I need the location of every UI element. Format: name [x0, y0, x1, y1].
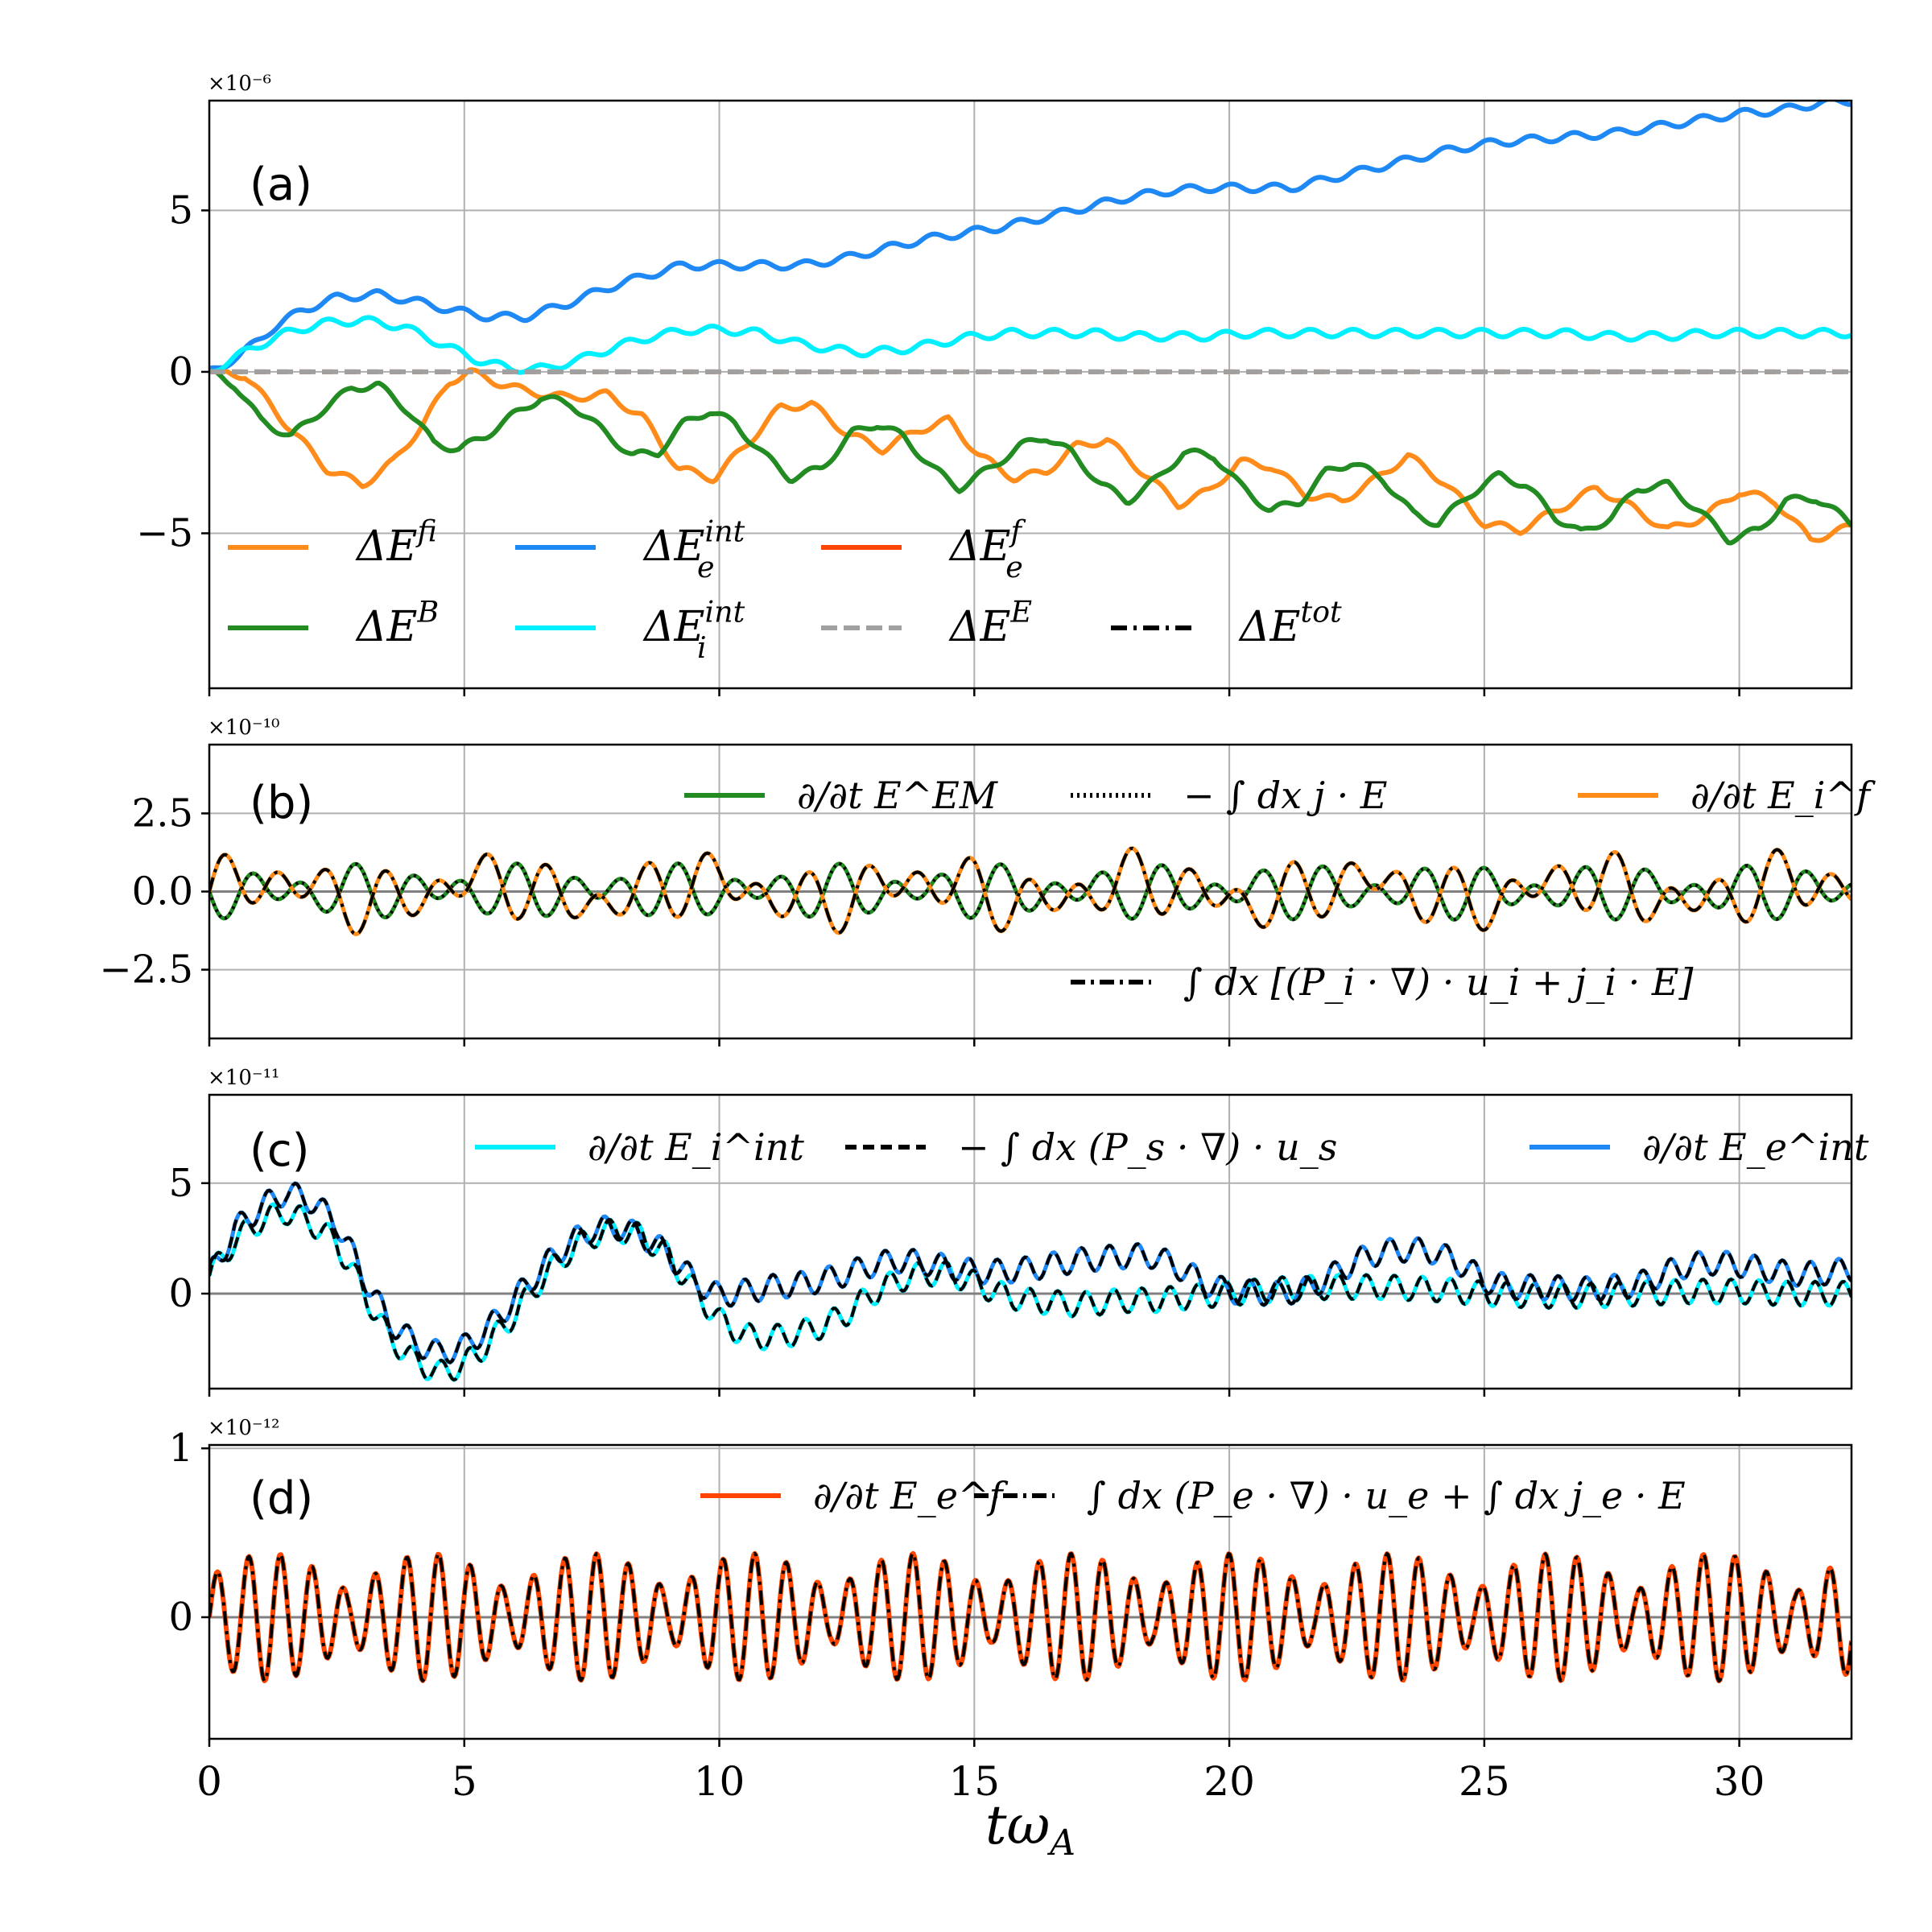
axes-frame-c — [208, 1093, 1853, 1390]
xtick-label-0: 0 — [196, 1758, 222, 1805]
xtick-label-1: 5 — [452, 1758, 477, 1805]
yticks-a: 5 0 −5 — [136, 188, 209, 555]
panel-a: 50−5 ×10⁻⁶ (a) ΔEfiΔEinteΔEfeΔEBΔEintiΔE… — [136, 72, 1853, 696]
legend-c: ∂/∂t E_i^int − ∫ dx (P_s · ∇) · u_s ∂/∂t E… — [475, 1125, 1869, 1169]
series-c-black-0 — [209, 1203, 1852, 1382]
series-d — [209, 1550, 1852, 1684]
xtick-label-5: 25 — [1459, 1758, 1510, 1805]
xtick-label-2: 10 — [694, 1758, 745, 1805]
panel-label-d: (d) — [250, 1472, 313, 1525]
legend-d: ∂/∂t E_e^f ∫ dx (P_e · ∇) · u_e + ∫ dx j_… — [700, 1474, 1686, 1517]
yticks-c: 50 — [168, 1161, 209, 1316]
legend-b-label-2: ∂/∂t E_i^f — [1690, 774, 1876, 817]
series-a-1 — [209, 366, 1852, 546]
ytick-label-c-0: 5 — [168, 1161, 193, 1206]
xtick-label-4: 20 — [1203, 1758, 1255, 1805]
panel-label-a: (a) — [250, 159, 312, 211]
offset-label-b: ×10⁻¹⁰ — [208, 716, 279, 740]
legend-b-label-0: ∂/∂t E^EM — [797, 774, 999, 817]
ytick-label-a-0: 5 — [168, 188, 193, 233]
xtick-label-3: 15 — [948, 1758, 1000, 1805]
series-c — [209, 1181, 1852, 1382]
series-a-2 — [209, 101, 1852, 371]
ytick-label-c-1: 0 — [168, 1271, 193, 1316]
ytick-label-a-2: −5 — [136, 510, 193, 555]
legend-c-label-0: ∂/∂t E_i^int — [588, 1125, 804, 1169]
ytick-label-b-2: −2.5 — [99, 947, 193, 993]
offset-label-a: ×10⁻⁶ — [208, 72, 271, 96]
legend-b-label-3: ∫ dx [(P_i · ∇) · u_i + j_i · E] — [1183, 960, 1693, 1004]
panel-d: 10 0 5 10 15 20 25 30 ×10⁻¹² (d) ∂/∂t E_e^f ∫ d… — [168, 1416, 1853, 1805]
ytick-label-a-1: 0 — [168, 349, 193, 394]
legend-a-label-4: ΔEint i — [642, 595, 745, 665]
panel-label-c: (c) — [250, 1125, 309, 1177]
xticks-d: 0 5 10 15 20 25 30 — [196, 1758, 1765, 1805]
series-a — [209, 101, 1852, 546]
series-c-black-1 — [209, 1182, 1852, 1364]
series-b-3 — [209, 846, 1852, 936]
offset-label-c: ×10⁻¹¹ — [208, 1066, 279, 1090]
legend-a-label-0: ΔEfi — [355, 514, 437, 571]
x-axis-label: tωA — [985, 1794, 1075, 1864]
ytick-label-b-1: 0.0 — [132, 869, 193, 914]
series-b — [209, 846, 1852, 936]
legend-a-label-6: ΔEtot — [1238, 595, 1342, 651]
series-d-1 — [209, 1551, 1852, 1683]
axes-frame-a — [208, 99, 1853, 690]
ytick-label-d-0: 1 — [168, 1426, 193, 1471]
legend-c-label-1: − ∫ dx (P_s · ∇) · u_s — [958, 1125, 1337, 1169]
yticks-b: 2.5 0.0 −2.5 — [99, 791, 209, 993]
legend-b: ∂/∂t E^EM − ∫ dx j · E ∂/∂t E_i^f ∫ dx [(P_… — [684, 774, 1876, 1004]
yticks-d: 10 — [168, 1426, 209, 1640]
ytick-label-d-1: 0 — [168, 1595, 193, 1640]
panel-c: 50 ×10⁻¹¹ (c) ∂/∂t E_i^int − ∫ dx (P_s · … — [168, 1066, 1869, 1397]
legend-c-label-2: ∂/∂t E_e^int — [1642, 1125, 1869, 1169]
series-a-3 — [209, 315, 1852, 375]
series-a-0 — [209, 366, 1852, 543]
legend-a-label-1: ΔEint e — [642, 514, 745, 584]
axes-frame-d — [208, 1443, 1853, 1740]
legend-a-label-5: ΔEE — [948, 595, 1032, 651]
offset-label-d: ×10⁻¹² — [208, 1416, 279, 1440]
legend-a: ΔEfiΔEinteΔEfeΔEBΔEintiΔEEΔEtot — [228, 514, 1342, 665]
legend-b-label-1: − ∫ dx j · E — [1183, 774, 1387, 817]
legend-a-label-3: ΔEB — [355, 595, 439, 651]
series-c-1 — [209, 1181, 1852, 1364]
xtick-label-6: 30 — [1714, 1758, 1765, 1805]
ytick-label-b-0: 2.5 — [132, 791, 193, 836]
panel-b: 2.5 0.0 −2.5 ×10⁻¹⁰ (b) ∂/∂t E^EM − ∫ dx j … — [99, 716, 1876, 1046]
panel-label-b: (b) — [250, 777, 313, 829]
series-b-0 — [209, 861, 1852, 922]
legend-d-label-1: ∫ dx (P_e · ∇) · u_e + ∫ dx j_e · E — [1087, 1474, 1686, 1517]
